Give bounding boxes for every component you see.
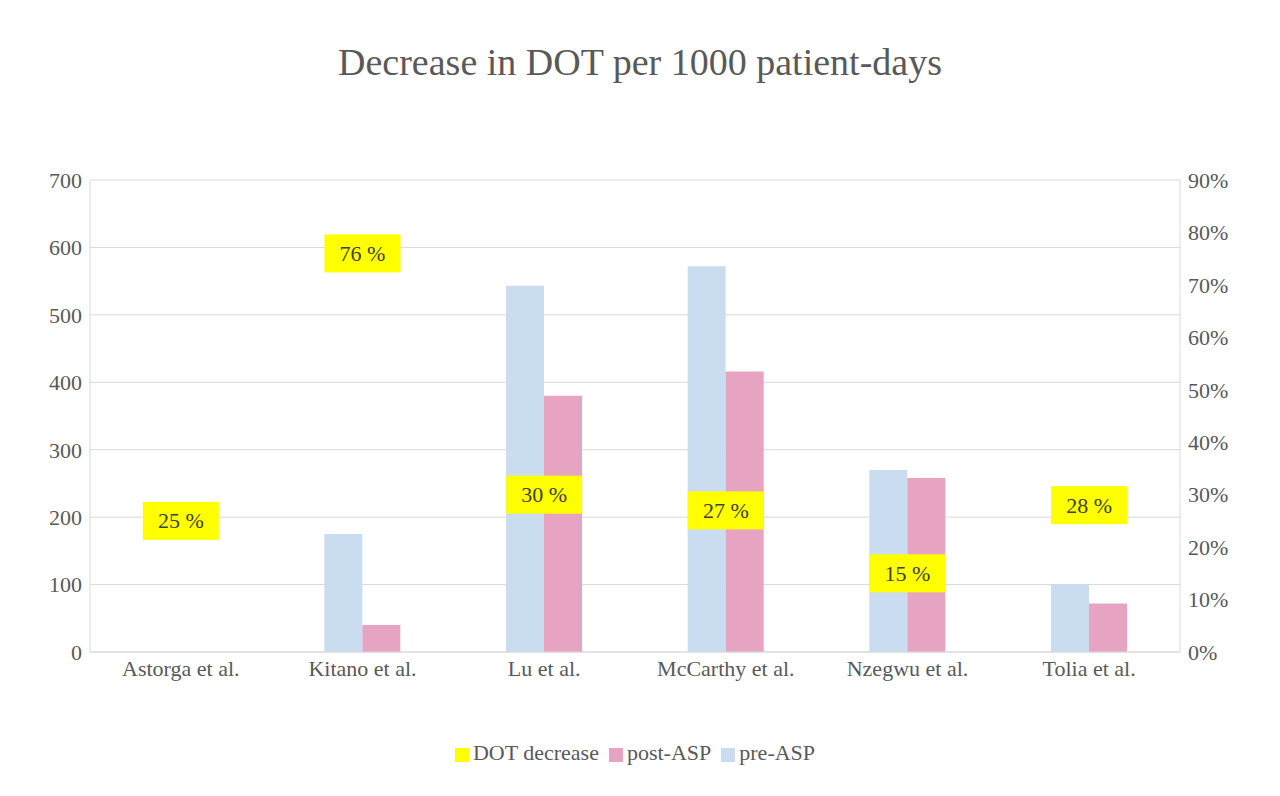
svg-text:700: 700 [49, 168, 82, 193]
svg-text:28 %: 28 % [1066, 493, 1112, 518]
svg-text:60%: 60% [1188, 325, 1228, 350]
html-text:pre-ASP: pre-ASP [739, 740, 816, 765]
svg-text:50%: 50% [1188, 378, 1228, 403]
svg-text:15 %: 15 % [885, 561, 931, 586]
svg-text:76 %: 76 % [340, 241, 386, 266]
html-text:post-ASP: post-ASP [626, 740, 712, 765]
svg-text:200: 200 [49, 505, 82, 530]
svg-text:400: 400 [49, 370, 82, 395]
svg-text:70%: 70% [1188, 273, 1228, 298]
svg-text:10%: 10% [1188, 587, 1228, 612]
svg-text:20%: 20% [1188, 535, 1228, 560]
svg-text:Tolia et al.: Tolia et al. [1043, 656, 1136, 681]
svg-text:0%: 0% [1188, 640, 1217, 665]
svg-text:80%: 80% [1188, 220, 1228, 245]
svg-text:90%: 90% [1188, 168, 1228, 193]
svg-text:0: 0 [71, 640, 82, 665]
svg-text:300: 300 [49, 438, 82, 463]
html-text:Decrease in DOT per 1000 patie: Decrease in DOT per 1000 patient-days [338, 41, 942, 83]
svg-text:25 %: 25 % [158, 508, 204, 533]
html-text:DOT decrease: DOT decrease [472, 740, 599, 765]
svg-text:600: 600 [49, 235, 82, 260]
svg-text:40%: 40% [1188, 430, 1228, 455]
svg-text:500: 500 [49, 303, 82, 328]
svg-text:30%: 30% [1188, 482, 1228, 507]
svg-text:McCarthy et al.: McCarthy et al. [657, 656, 794, 681]
svg-text:Kitano et al.: Kitano et al. [308, 656, 416, 681]
svg-text:Lu et al.: Lu et al. [508, 656, 581, 681]
svg-text:Astorga et al.: Astorga et al. [122, 656, 240, 681]
svg-text:100: 100 [49, 572, 82, 597]
svg-text:27 %: 27 % [703, 498, 749, 523]
svg-text:30 %: 30 % [521, 482, 567, 507]
svg-text:Nzegwu et al.: Nzegwu et al. [847, 656, 969, 681]
